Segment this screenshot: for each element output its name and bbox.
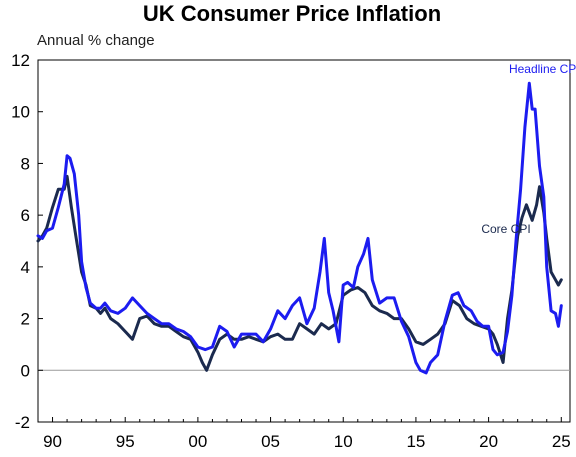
x-axis: 90 95 00 05 10 15 20 25 [37, 417, 571, 451]
x-tick-label: 10 [334, 432, 353, 451]
y-tick-label: 12 [11, 51, 30, 70]
x-tick-label: 20 [479, 432, 498, 451]
x-tick-label: 15 [406, 432, 425, 451]
y-axis: -2 0 2 4 6 8 10 12 [11, 51, 43, 432]
y-tick-label: -2 [15, 413, 30, 432]
x-tick-label: 95 [116, 432, 135, 451]
annotation-layer: Headline CPI Core CPI [481, 62, 576, 236]
chart-title: UK Consumer Price Inflation [143, 1, 441, 26]
series-line-core-cpi [36, 174, 563, 372]
y-tick-label: 6 [21, 206, 30, 225]
x-tick-label: 00 [188, 432, 207, 451]
series-line-headline-cpi [36, 81, 563, 375]
annotation-core-cpi: Core CPI [481, 222, 530, 236]
x-tick-label: 25 [552, 432, 571, 451]
x-tick-label: 90 [43, 432, 62, 451]
y-tick-label: 4 [21, 258, 30, 277]
y-tick-label: 0 [21, 361, 30, 380]
y-tick-label: 10 [11, 103, 30, 122]
y-tick-label: 2 [21, 310, 30, 329]
plot-area-frame [37, 59, 571, 423]
x-tick-label: 05 [261, 432, 280, 451]
y-tick-label: 8 [21, 154, 30, 173]
series-layer [36, 81, 563, 375]
annotation-headline-cpi: Headline CPI [509, 62, 576, 76]
chart-subtitle: Annual % change [37, 32, 155, 49]
